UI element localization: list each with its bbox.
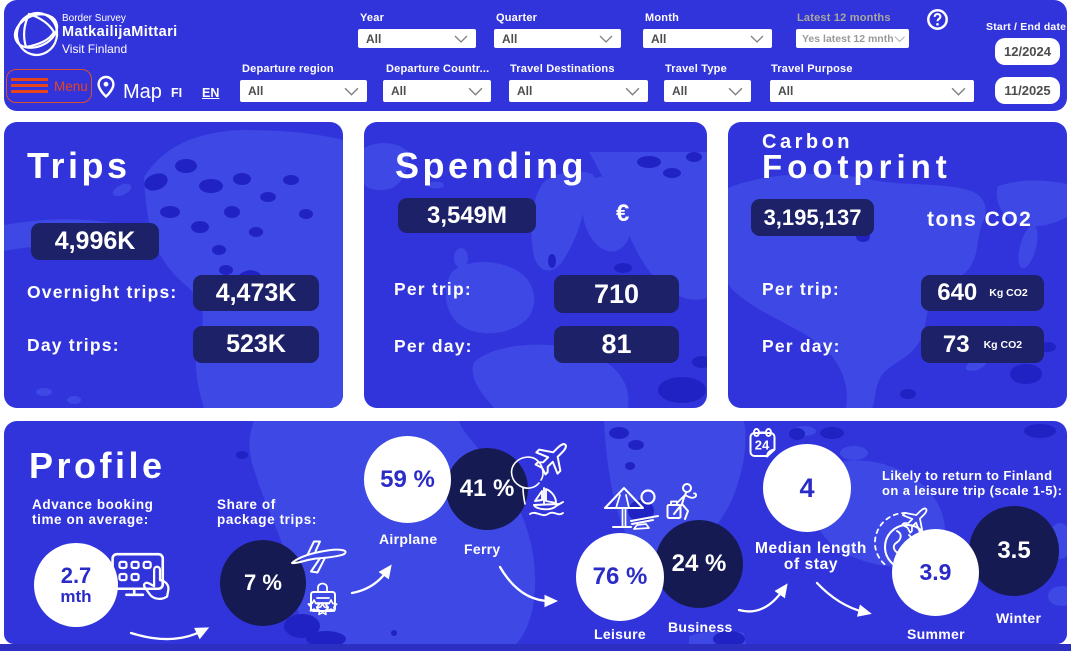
svg-text:24: 24 — [755, 438, 770, 453]
